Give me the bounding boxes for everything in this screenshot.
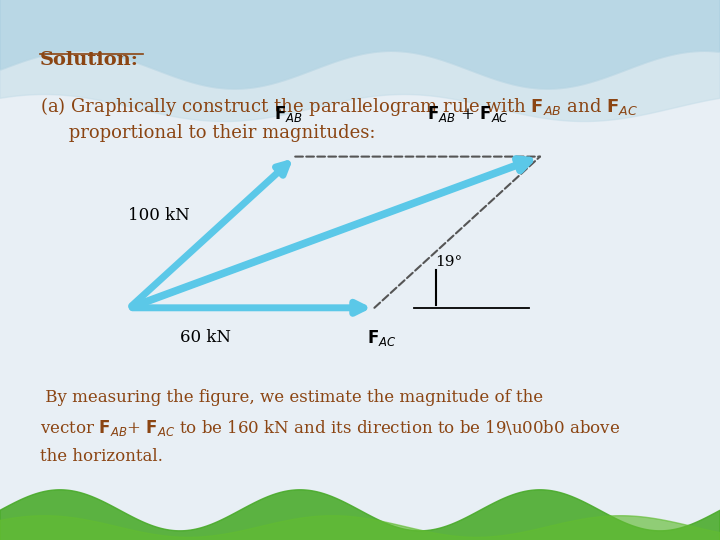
- Text: vector $\mathbf{F}_{AB}$+ $\mathbf{F}_{AC}$ to be 160 kN and its direction to be: vector $\mathbf{F}_{AB}$+ $\mathbf{F}_{A…: [40, 418, 620, 438]
- Text: $\mathbf{F}_{AB}$ + $\mathbf{F}_{AC}$: $\mathbf{F}_{AB}$ + $\mathbf{F}_{AC}$: [427, 104, 509, 124]
- Text: (a) Graphically construct the parallelogram rule with $\mathbf{F}_{AB}$ and $\ma: (a) Graphically construct the parallelog…: [40, 94, 638, 118]
- Text: 19°: 19°: [436, 255, 463, 269]
- Text: the horizontal.: the horizontal.: [40, 448, 163, 465]
- Text: By measuring the figure, we estimate the magnitude of the: By measuring the figure, we estimate the…: [40, 389, 543, 406]
- Text: 60 kN: 60 kN: [180, 329, 230, 346]
- Text: $\mathbf{F}_{AB}$: $\mathbf{F}_{AB}$: [274, 104, 302, 124]
- Text: proportional to their magnitudes:: proportional to their magnitudes:: [40, 124, 375, 142]
- Text: $\mathbf{F}_{AC}$: $\mathbf{F}_{AC}$: [367, 327, 397, 348]
- Text: Solution:: Solution:: [40, 51, 138, 69]
- Text: 100 kN: 100 kN: [127, 207, 189, 225]
